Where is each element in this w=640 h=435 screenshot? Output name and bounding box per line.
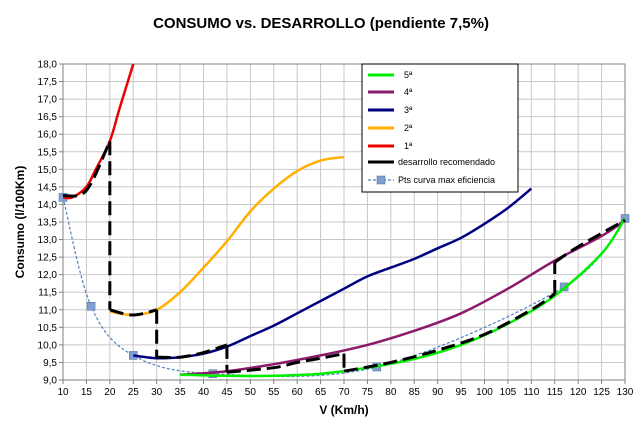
y-tick-label: 11,0 [38,305,57,316]
y-axis-label: Consumo (l/100Km) [13,166,27,279]
legend-label: Pts curva max eficiencia [398,175,495,185]
y-tick-label: 12,5 [38,253,58,264]
gear-line [62,63,135,200]
x-axis-ticks: 10 15 20 25 30 35 40 45 50 55 60 65 70 75 80 85 90 95 100 1… [57,380,634,398]
legend-item: desarrollo recomendado [368,157,495,167]
x-tick-label: 105 [500,387,517,398]
legend-label: 1ª [404,141,413,151]
y-tick-label: 17,5 [38,77,58,88]
x-tick-label: 10 [57,387,69,398]
series-5 [180,217,627,378]
series-4 [180,219,626,376]
y-tick-label: 9,5 [43,358,57,369]
x-tick-label: 80 [385,387,397,398]
series-1 [62,63,135,200]
efficiency-point-marker [86,302,96,311]
legend-item: 3ª [368,105,413,115]
y-tick-label: 9,0 [43,376,57,387]
legend-label: 2ª [404,123,413,133]
grid [62,63,626,381]
x-tick-label: 15 [81,387,93,398]
efficiency-point-marker [620,214,630,223]
x-tick-label: 130 [617,387,634,398]
legend-label: 5ª [404,70,413,80]
gear-line [180,219,626,376]
x-tick-label: 30 [151,387,163,398]
x-tick-label: 100 [476,387,493,398]
y-axis-ticks: 9,0 9,5 10,0 10,5 11,0 11,5 12,0 12,5 13,0 13,5 14… [38,60,63,387]
y-tick-label: 11,5 [38,288,57,299]
legend-item: 1ª [368,141,413,151]
y-tick-label: 10,0 [38,340,58,351]
series-lines [58,63,630,378]
y-tick-label: 17,0 [38,95,58,106]
gear-line [180,217,627,378]
y-tick-label: 16,0 [38,130,58,141]
x-tick-label: 95 [456,387,468,398]
y-tick-label: 13,5 [38,218,58,229]
y-tick-label: 15,0 [38,165,58,176]
y-tick-label: 13,0 [38,235,58,246]
y-tick-label: 15,5 [38,147,58,158]
x-tick-label: 110 [523,387,539,398]
x-tick-label: 60 [292,387,304,398]
x-tick-label: 115 [547,387,563,398]
recommended-line-segment [109,308,158,317]
x-tick-label: 40 [198,387,210,398]
legend-item: 4ª [368,87,413,97]
y-tick-label: 10,5 [38,323,58,334]
x-tick-label: 45 [221,387,233,398]
series-desarrollo-recomendado [62,140,626,374]
y-tick-label: 18,0 [38,60,58,71]
x-tick-label: 65 [315,387,327,398]
legend-marker [376,175,386,185]
y-tick-label: 12,0 [38,270,58,281]
y-tick-label: 16,5 [38,112,58,123]
recommended-line-segment [62,140,112,198]
x-tick-label: 70 [338,387,350,398]
legend-item: Pts curva max eficiencia [368,175,495,185]
y-tick-label: 14,5 [38,182,58,193]
chart-title: CONSUMO vs. DESARROLLO (pendiente 7,5%) [153,15,489,32]
recommended-line-segment [343,292,556,373]
recommended-line-segment [553,218,626,264]
x-tick-label: 120 [570,387,587,398]
x-tick-label: 75 [362,387,374,398]
x-tick-label: 90 [432,387,444,398]
x-tick-label: 85 [409,387,421,398]
x-tick-label: 20 [104,387,116,398]
recommended-line-segment [156,343,228,360]
legend-item: 5ª [368,70,413,80]
x-tick-label: 125 [593,387,610,398]
x-tick-label: 25 [128,387,140,398]
legend-label: desarrollo recomendado [398,157,495,167]
x-axis-label: V (Km/h) [319,403,368,417]
y-tick-label: 14,0 [38,200,58,211]
recommended-line-segment [226,352,345,374]
legend-item: 2ª [368,123,413,133]
x-tick-label: 50 [245,387,257,398]
legend-label: 3ª [404,105,413,115]
legend-label: 4ª [404,87,413,97]
legend: 5ª 4ª 3ª 2ª 1ª desarrollo recomendado Pts curv… [361,63,519,193]
x-tick-label: 35 [175,387,187,398]
x-tick-label: 55 [268,387,280,398]
